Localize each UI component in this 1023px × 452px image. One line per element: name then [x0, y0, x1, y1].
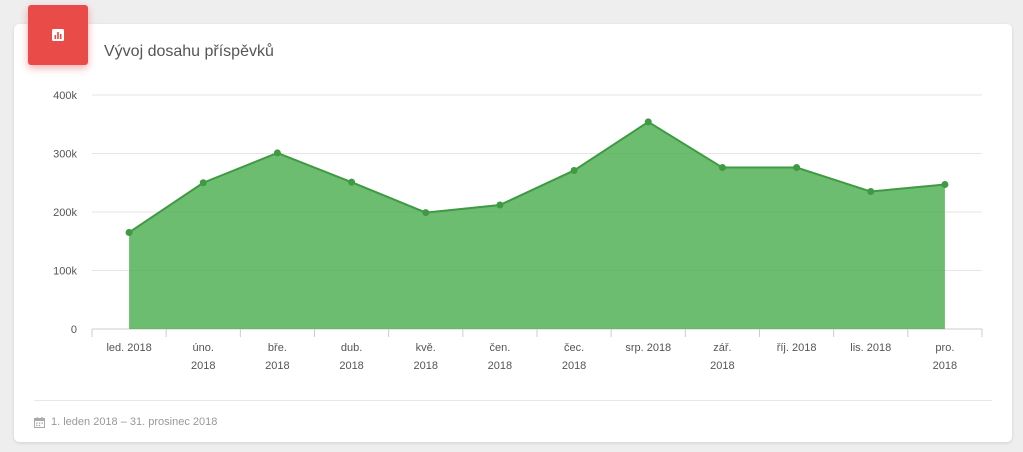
series-area — [129, 121, 945, 329]
y-tick-label: 300k — [53, 149, 77, 161]
x-tick-label: 2018 — [265, 360, 289, 372]
x-tick-label: bře. — [268, 342, 287, 354]
calendar-icon — [34, 416, 45, 428]
chart-footer: 1. leden 2018 – 31. prosinec 2018 — [34, 414, 217, 430]
y-tick-label: 0 — [71, 324, 77, 336]
series-line — [128, 120, 946, 234]
x-tick-label: 2018 — [488, 360, 512, 372]
x-tick-label: 2018 — [191, 360, 215, 372]
x-tick-label: led. 2018 — [106, 342, 151, 354]
area-chart: 0 100k 200k 300k 400k led. 2018 úno. 2018 bře. 20… — [53, 90, 983, 372]
data-point — [941, 181, 949, 189]
y-tick-label: 100k — [53, 266, 77, 278]
date-range-text: 1. leden 2018 – 31. prosinec 2018 — [51, 416, 218, 428]
bar-chart-icon — [52, 29, 64, 41]
footer-divider — [34, 400, 992, 401]
x-tick-label: 2018 — [933, 360, 957, 372]
x-tick-label: pro. — [935, 342, 954, 354]
chart-header-icon — [28, 5, 88, 65]
data-point — [496, 201, 504, 209]
x-tick-label: kvě. — [416, 342, 436, 354]
x-tick-label: 2018 — [339, 360, 363, 372]
data-point — [644, 118, 652, 126]
x-tick-label: úno. — [193, 342, 214, 354]
x-tick-label: čen. — [490, 342, 511, 354]
x-tick-label: dub. — [341, 342, 362, 354]
x-tick-label: lis. 2018 — [850, 342, 891, 354]
data-point — [273, 149, 281, 157]
x-tick-label: zář. — [713, 342, 731, 354]
chart-title: Vývoj dosahu příspěvků — [104, 43, 274, 60]
x-tick-label: srp. 2018 — [625, 342, 671, 354]
data-point — [718, 164, 726, 172]
x-tick-label: 2018 — [414, 360, 438, 372]
data-point — [199, 179, 207, 187]
x-tick-label: čec. — [564, 342, 584, 354]
data-point — [793, 164, 801, 172]
x-tick-label: říj. 2018 — [777, 342, 817, 354]
x-tick-label: 2018 — [562, 360, 586, 372]
data-point — [348, 178, 356, 186]
data-point — [867, 188, 875, 196]
x-tick-label: 2018 — [710, 360, 734, 372]
data-point — [422, 209, 430, 217]
data-point — [125, 228, 133, 236]
y-tick-label: 200k — [53, 207, 77, 219]
y-tick-label: 400k — [53, 90, 77, 102]
data-point — [570, 166, 578, 174]
